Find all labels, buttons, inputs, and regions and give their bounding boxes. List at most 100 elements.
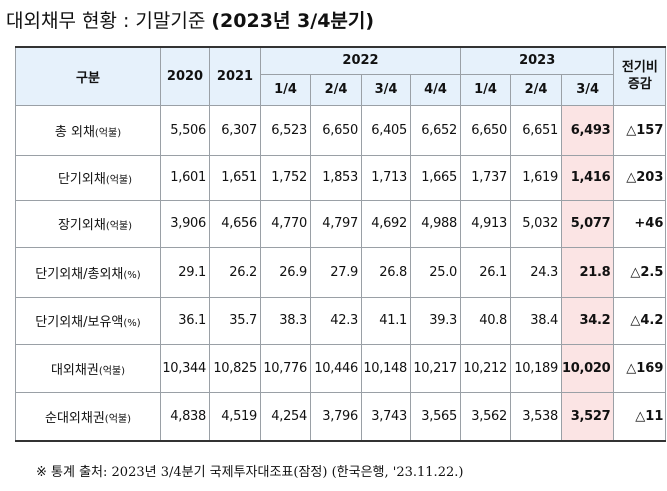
table-cell: 38.4 [510,296,562,345]
table-cell: 41.1 [361,296,411,345]
table-row: 순대외채권(억불) 4,838 4,519 4,254 3,796 3,743 3,565 3… [15,391,667,442]
table-cell: 3,565 [410,391,461,442]
table-cell: 6,650 [310,104,362,156]
row-label: 총 외채(억불) [15,104,161,156]
header-change-line2: 증감 [627,77,652,93]
table-cell: 10,446 [310,343,362,393]
table-body: 총 외채(억불) 5,506 6,307 6,523 6,650 6,405 6,652 6,… [15,104,667,442]
row-label: 단기외채(억불) [15,154,161,201]
current-quarter-cell: 1,416 [560,154,615,201]
row-unit: (억불) [94,127,122,139]
row-unit: (%) [123,269,141,281]
source-text: 통계 출처: 2023년 3/4분기 국제투자대조표(잠정) (한국은행, '2… [46,465,464,480]
table-cell: 10,344 [160,343,210,393]
current-quarter-cell: 34.2 [560,296,615,345]
table-cell: 29.1 [160,246,210,298]
current-quarter-cell: 21.8 [560,246,615,298]
row-label: 단기외채/총외채(%) [15,246,161,298]
table-cell: 4,770 [260,199,311,248]
table-cell: 35.7 [209,296,261,345]
table-cell: 6,652 [410,104,461,156]
header-category: 구분 [15,46,161,106]
table-cell: 3,906 [160,199,210,248]
table-cell: 10,776 [260,343,311,393]
row-label-text: 순대외채권 [44,410,105,426]
row-label: 순대외채권(억불) [15,391,161,442]
current-quarter-cell: 5,077 [560,199,615,248]
note-mark: ※ [36,465,47,480]
table-cell: 6,405 [361,104,411,156]
title-period: (2023년 3/4분기) [211,10,375,32]
table-cell: 3,538 [510,391,562,442]
table-cell: 10,189 [510,343,562,393]
header-2023-q3: 3/4 [560,73,615,106]
table-cell: 38.3 [260,296,311,345]
table-cell: 10,148 [361,343,411,393]
table-cell: 1,651 [209,154,261,201]
table-cell: 1,601 [160,154,210,201]
row-label: 장기외채(억불) [15,199,161,248]
table-cell: 10,217 [410,343,461,393]
table-cell: 26.9 [260,246,311,298]
table-cell: 3,562 [460,391,511,442]
table-cell: 3,796 [310,391,362,442]
table-cell: 4,797 [310,199,362,248]
header-2022-q4: 4/4 [410,73,461,106]
table-cell: 26.8 [361,246,411,298]
header-2022-q2: 2/4 [310,73,362,106]
row-label-text: 단기외채 [57,172,106,187]
table-cell: 1,737 [460,154,511,201]
change-cell: △2.5 [613,246,667,298]
table-cell: 4,656 [209,199,261,248]
change-cell: +46 [613,199,667,248]
table-cell: 25.0 [410,246,461,298]
table-cell: 6,650 [460,104,511,156]
title-main: 대외채무 현황 : 기말기준 [6,10,212,32]
row-label-text: 총 외채 [54,124,95,140]
external-debt-table: 구분 2020 2021 2022 2023 전기비 증감 1/4 2/4 3/4 4… [15,46,667,442]
table-row: 단기외채(억불) 1,601 1,651 1,752 1,853 1,713 1,665 1,… [15,154,667,201]
table-row: 단기외채/총외채(%) 29.1 26.2 26.9 27.9 26.8 25.0 26.1 2… [15,246,667,298]
current-quarter-cell: 3,527 [560,391,615,442]
row-label-text: 대외채권 [50,362,99,378]
header-change-line1: 전기비 [621,60,658,76]
table-row: 장기외채(억불) 3,906 4,656 4,770 4,797 4,692 4,988 4,… [15,199,667,248]
table-cell: 1,752 [260,154,311,201]
change-cell: △157 [613,104,667,156]
table-row: 총 외채(억불) 5,506 6,307 6,523 6,650 6,405 6,652 6,… [15,104,667,156]
table-cell: 4,988 [410,199,461,248]
table-cell: 4,692 [361,199,411,248]
table-cell: 6,523 [260,104,311,156]
table-row: 단기외채/보유액(%) 36.1 35.7 38.3 42.3 41.1 39.3 40.8 3… [15,296,667,345]
table-cell: 26.2 [209,246,261,298]
row-label: 대외채권(억불) [15,343,161,393]
header-2021: 2021 [209,46,261,106]
table-cell: 1,853 [310,154,362,201]
table-cell: 6,651 [510,104,562,156]
table-cell: 24.3 [510,246,562,298]
header-2023-q2: 2/4 [510,73,562,106]
row-label-text: 단기외채/총외채 [35,266,124,282]
table-cell: 5,032 [510,199,562,248]
header-2023: 2023 [459,46,615,75]
table-cell: 4,254 [260,391,311,442]
header-2023-q1: 1/4 [460,73,511,106]
table-row: 대외채권(억불) 10,344 10,825 10,776 10,446 10,148 10… [15,343,667,393]
table-cell: 10,212 [460,343,511,393]
table-cell: 3,743 [361,391,411,442]
change-cell: △203 [613,154,667,201]
current-quarter-cell: 6,493 [560,104,615,156]
header-2022-q3: 3/4 [361,73,411,106]
source-note: ※ 통계 출처: 2023년 3/4분기 국제투자대조표(잠정) (한국은행, … [36,461,463,480]
table-cell: 5,506 [160,104,210,156]
table-cell: 26.1 [460,246,511,298]
header-2022: 2022 [260,46,461,75]
row-label-text: 장기외채 [57,218,106,233]
table-cell: 39.3 [410,296,461,345]
page-title: 대외채무 현황 : 기말기준 (2023년 3/4분기) [6,6,374,33]
table-cell: 40.8 [460,296,511,345]
table-cell: 27.9 [310,246,362,298]
table-cell: 1,619 [510,154,562,201]
row-unit: (억불) [105,175,133,186]
table-cell: 10,825 [209,343,261,393]
